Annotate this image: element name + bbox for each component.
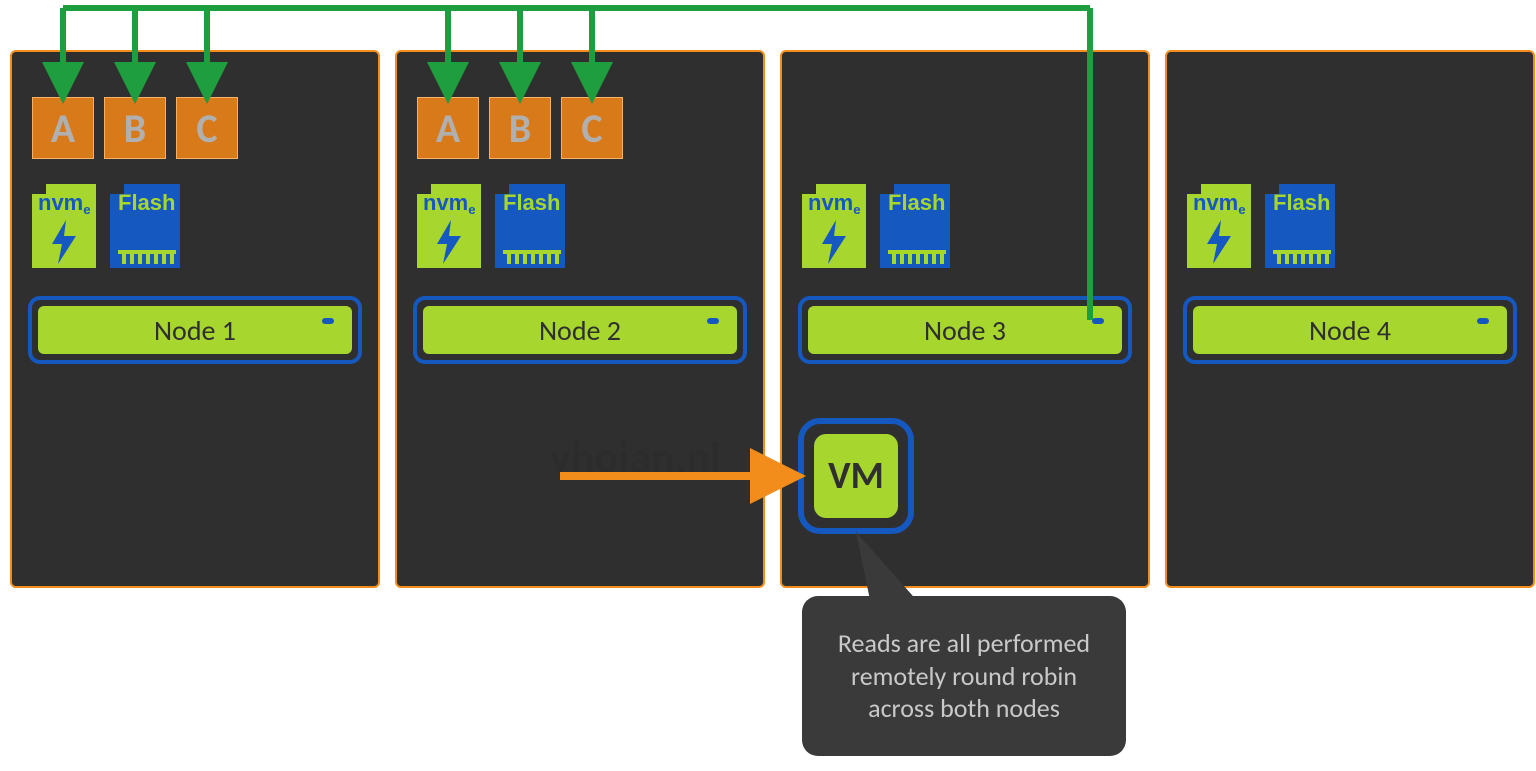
extent-block: A [417, 97, 479, 159]
svg-text:Flash: Flash [118, 190, 175, 215]
nvme-card: nvme [1187, 184, 1251, 268]
svg-text:Flash: Flash [503, 190, 560, 215]
svg-text:nvme: nvme [1193, 190, 1246, 217]
node-bar: Node 2 [413, 296, 747, 364]
svg-text:Flash: Flash [888, 190, 945, 215]
callout-text: Reads are all performed remotely round r… [822, 627, 1106, 725]
flash-card: Flash [880, 184, 950, 268]
callout-bubble: Reads are all performed remotely round r… [802, 596, 1126, 756]
extent-block: B [489, 97, 551, 159]
vm-label: VM [828, 453, 884, 499]
nvme-card: nvme [417, 184, 481, 268]
extent-block: C [176, 97, 238, 159]
svg-text:nvme: nvme [808, 190, 861, 217]
flash-card: Flash [495, 184, 565, 268]
flash-card: Flash [110, 184, 180, 268]
extent-block: B [104, 97, 166, 159]
node-bar: Node 3 [798, 296, 1132, 364]
svg-text:nvme: nvme [38, 190, 91, 217]
flash-card: Flash [1265, 184, 1335, 268]
node-bar: Node 1 [28, 296, 362, 364]
nvme-card: nvme [32, 184, 96, 268]
extent-block: A [32, 97, 94, 159]
extent-block: C [561, 97, 623, 159]
svg-text:nvme: nvme [423, 190, 476, 217]
node-bar: Node 4 [1183, 296, 1517, 364]
svg-text:Flash: Flash [1273, 190, 1330, 215]
vm-box: VM [798, 418, 914, 534]
diagram-canvas: ABC nvme Flash Node 1ABC nvme Flash Node… [0, 0, 1536, 771]
nvme-card: nvme [802, 184, 866, 268]
